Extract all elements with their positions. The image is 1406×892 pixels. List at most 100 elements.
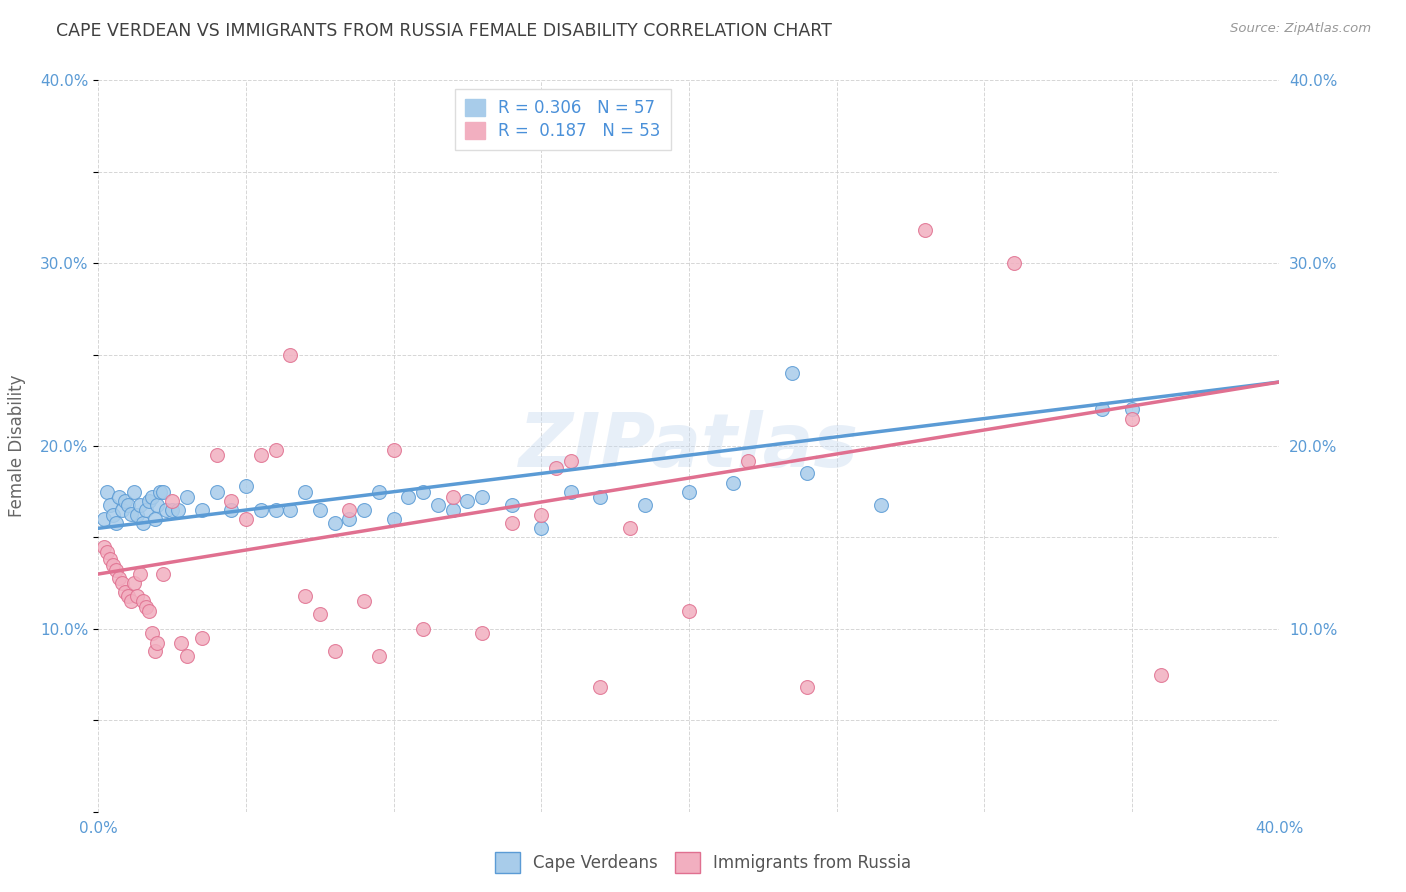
Point bbox=[103, 508, 125, 523]
Point bbox=[441, 490, 464, 504]
Point bbox=[1002, 256, 1025, 270]
Point bbox=[93, 540, 115, 554]
Point bbox=[141, 490, 163, 504]
Point bbox=[167, 503, 190, 517]
Point bbox=[323, 516, 346, 530]
Point bbox=[530, 508, 553, 523]
Point bbox=[471, 625, 494, 640]
Point bbox=[155, 503, 177, 517]
Point bbox=[128, 498, 150, 512]
Point bbox=[138, 493, 160, 508]
Point bbox=[235, 479, 257, 493]
Point bbox=[546, 461, 568, 475]
Point bbox=[678, 603, 700, 617]
Point bbox=[170, 636, 193, 650]
Point bbox=[117, 498, 139, 512]
Point bbox=[125, 508, 148, 523]
Point bbox=[96, 545, 118, 559]
Point bbox=[501, 516, 523, 530]
Point bbox=[678, 484, 700, 499]
Point bbox=[122, 576, 145, 591]
Point bbox=[250, 448, 273, 462]
Point bbox=[796, 681, 818, 695]
Point bbox=[560, 453, 582, 467]
Point bbox=[120, 594, 142, 608]
Point bbox=[294, 484, 316, 499]
Point bbox=[782, 366, 804, 380]
Text: ZIPatlas: ZIPatlas bbox=[519, 409, 859, 483]
Point bbox=[205, 484, 228, 499]
Text: CAPE VERDEAN VS IMMIGRANTS FROM RUSSIA FEMALE DISABILITY CORRELATION CHART: CAPE VERDEAN VS IMMIGRANTS FROM RUSSIA F… bbox=[56, 22, 832, 40]
Point bbox=[382, 442, 405, 457]
Point bbox=[368, 649, 391, 664]
Point bbox=[633, 498, 655, 512]
Point bbox=[368, 484, 391, 499]
Point bbox=[96, 484, 118, 499]
Point bbox=[152, 484, 174, 499]
Point bbox=[149, 484, 172, 499]
Point bbox=[441, 503, 464, 517]
Point bbox=[152, 567, 174, 582]
Point bbox=[141, 625, 163, 640]
Point bbox=[1150, 667, 1173, 681]
Point bbox=[560, 484, 582, 499]
Point bbox=[132, 516, 155, 530]
Point bbox=[114, 585, 136, 599]
Point bbox=[93, 512, 115, 526]
Point bbox=[146, 636, 169, 650]
Point bbox=[103, 558, 125, 572]
Point bbox=[138, 603, 160, 617]
Point bbox=[471, 490, 494, 504]
Point bbox=[122, 484, 145, 499]
Point bbox=[117, 589, 139, 603]
Point bbox=[339, 512, 360, 526]
Text: Source: ZipAtlas.com: Source: ZipAtlas.com bbox=[1230, 22, 1371, 36]
Point bbox=[176, 649, 198, 664]
Point bbox=[737, 453, 759, 467]
Point bbox=[1121, 411, 1143, 425]
Point bbox=[105, 563, 128, 577]
Point bbox=[914, 223, 936, 237]
Point bbox=[353, 594, 375, 608]
Point bbox=[294, 589, 316, 603]
Point bbox=[125, 589, 148, 603]
Point bbox=[111, 576, 134, 591]
Point bbox=[589, 681, 612, 695]
Point bbox=[723, 475, 745, 490]
Point bbox=[191, 503, 214, 517]
Point bbox=[427, 498, 450, 512]
Point bbox=[264, 503, 287, 517]
Point bbox=[278, 503, 302, 517]
Point bbox=[120, 507, 142, 521]
Point bbox=[309, 503, 332, 517]
Point bbox=[339, 503, 360, 517]
Point bbox=[98, 552, 121, 566]
Point bbox=[135, 503, 157, 517]
Point bbox=[128, 567, 150, 582]
Point bbox=[323, 644, 346, 658]
Point bbox=[353, 503, 375, 517]
Point bbox=[219, 503, 242, 517]
Point bbox=[105, 516, 128, 530]
Point bbox=[250, 503, 273, 517]
Point bbox=[235, 512, 257, 526]
Point bbox=[111, 503, 134, 517]
Y-axis label: Female Disability: Female Disability bbox=[8, 375, 27, 517]
Point bbox=[114, 493, 136, 508]
Point bbox=[589, 490, 612, 504]
Point bbox=[162, 493, 183, 508]
Point bbox=[219, 493, 242, 508]
Legend: R = 0.306   N = 57, R =  0.187   N = 53: R = 0.306 N = 57, R = 0.187 N = 53 bbox=[456, 88, 671, 150]
Point bbox=[132, 594, 155, 608]
Point bbox=[143, 512, 166, 526]
Point bbox=[264, 442, 287, 457]
Point bbox=[205, 448, 228, 462]
Point bbox=[176, 490, 198, 504]
Point bbox=[108, 490, 131, 504]
Point bbox=[1091, 402, 1114, 417]
Point bbox=[412, 622, 434, 636]
Point bbox=[135, 599, 157, 614]
Legend: Cape Verdeans, Immigrants from Russia: Cape Verdeans, Immigrants from Russia bbox=[488, 846, 918, 880]
Point bbox=[456, 493, 478, 508]
Point bbox=[278, 348, 302, 362]
